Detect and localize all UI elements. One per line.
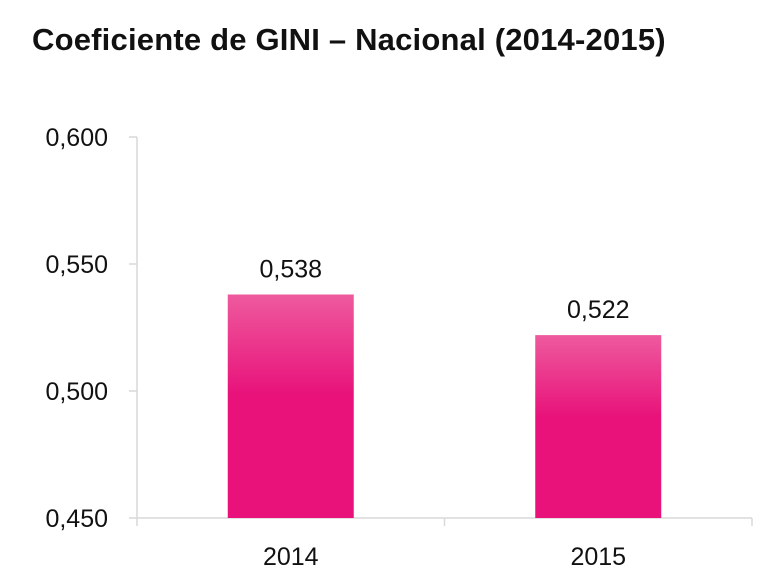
- bar-2015: [535, 335, 662, 518]
- y-tick-label: 0,550: [45, 251, 108, 279]
- y-tick-label: 0,450: [45, 505, 108, 533]
- data-label-2014: 0,538: [259, 255, 322, 283]
- bar-2014: [227, 294, 354, 518]
- x-tick-label-2014: 2014: [263, 543, 319, 571]
- y-tick-label: 0,600: [45, 124, 108, 152]
- chart-title: Coeficiente de GINI – Nacional (2014-201…: [32, 22, 666, 57]
- data-label-2015: 0,522: [567, 296, 630, 324]
- x-tick-label-2015: 2015: [570, 543, 626, 571]
- y-tick-label: 0,500: [45, 378, 108, 406]
